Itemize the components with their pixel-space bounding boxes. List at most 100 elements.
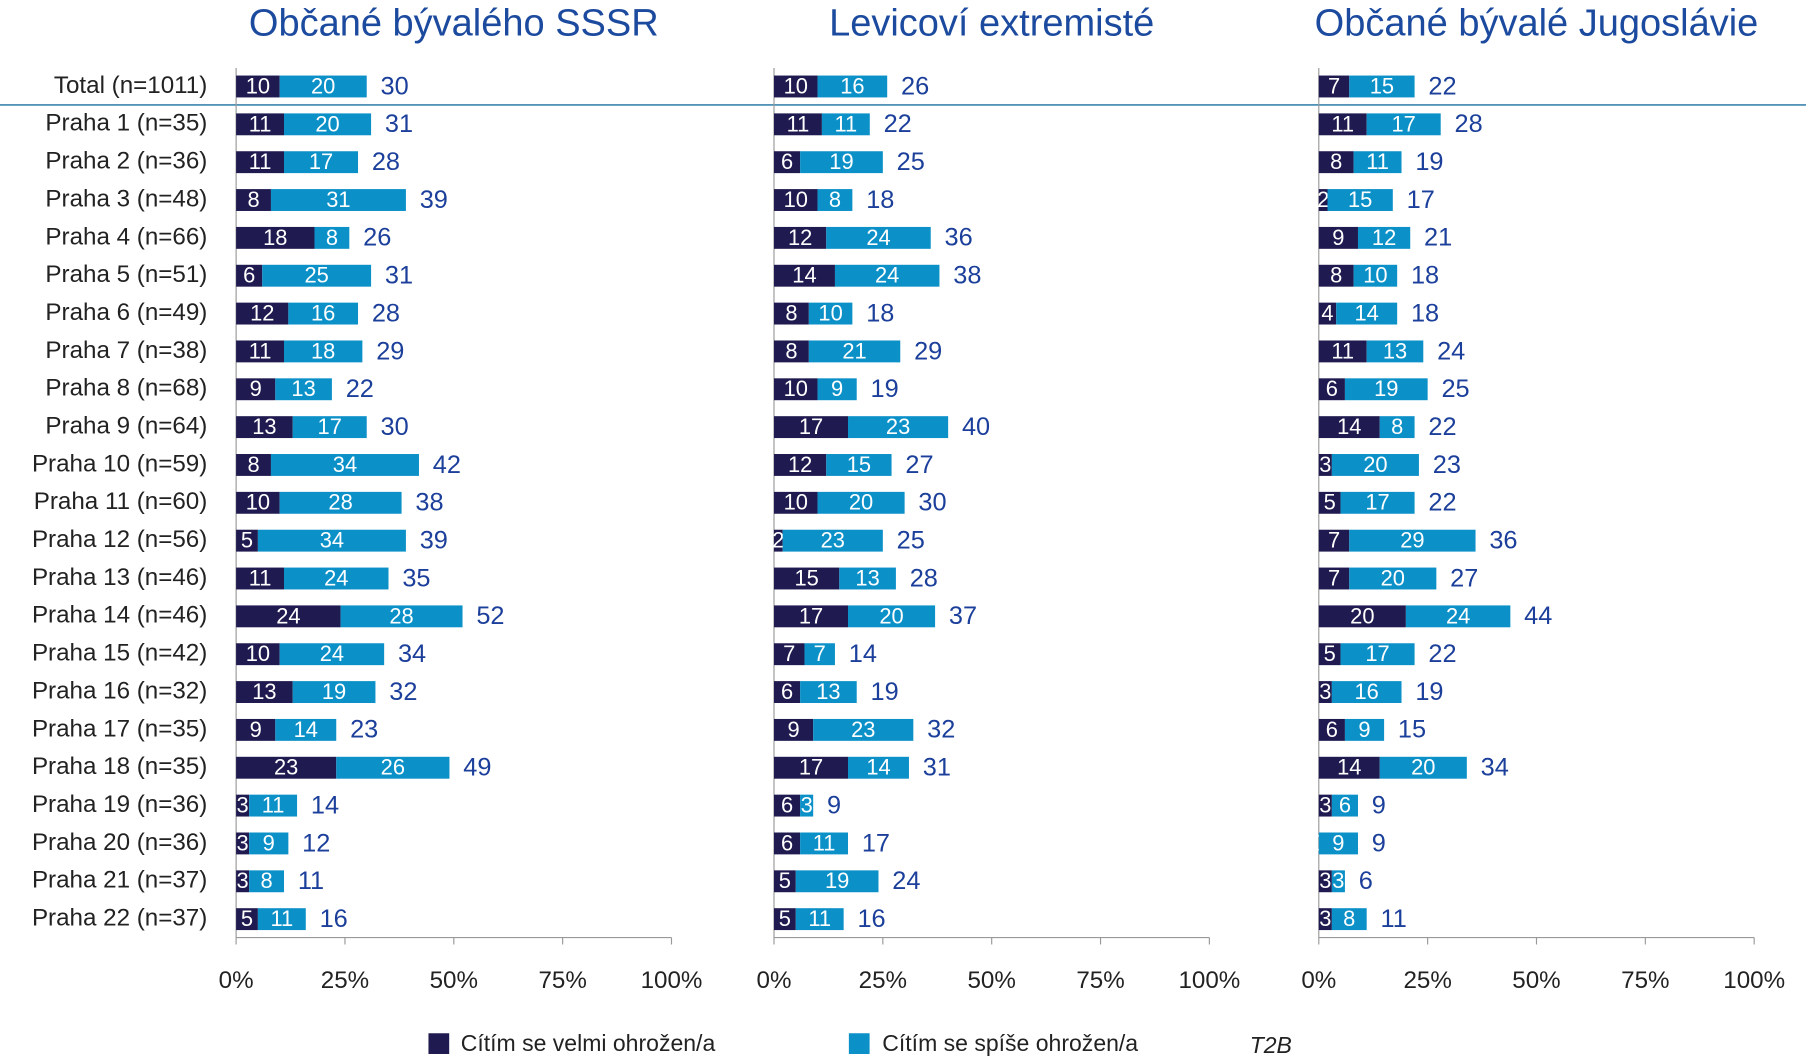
bar-label: 15 [1370,73,1394,98]
bar-segment [1349,529,1476,552]
bar-segment [795,908,844,931]
total-label: 14 [311,791,339,819]
category-label: Praha 21 (n=37) [32,867,207,894]
bar-label: 11 [787,111,810,136]
bar-label: 11 [249,149,272,174]
total-label: 17 [862,829,890,857]
bar-segment [1318,416,1380,439]
total-label: 28 [1455,110,1483,138]
bar-segment [1340,491,1415,514]
bar-label: 3 [1332,868,1344,893]
total-label: 40 [962,413,990,441]
bar-label: 12 [788,225,812,250]
bar-segment [236,756,337,779]
bar-label: 11 [249,338,272,363]
bar-segment [1340,643,1415,666]
total-label: 22 [1428,640,1456,668]
bar-label: 14 [1337,414,1361,439]
bar-label: 8 [1343,906,1355,931]
bar-segment [236,794,250,817]
total-label: 35 [402,564,430,592]
bar-label: 13 [252,414,276,439]
bar-label: 10 [1363,263,1387,288]
total-label: 38 [953,262,981,290]
bar-segment [774,832,801,855]
category-label: Praha 6 (n=49) [45,299,207,326]
bar-label: 19 [829,149,853,174]
bar-segment [292,681,376,703]
bar-label: 19 [1374,376,1398,401]
bar-segment [1327,189,1393,211]
bar-label: 20 [1350,603,1374,628]
bar-segment [774,151,801,174]
bar-segment [288,302,359,325]
bar-segment [236,454,271,476]
bar-segment [236,189,271,211]
bar-segment [1318,870,1332,893]
total-label: 26 [901,72,929,100]
category-label: Praha 19 (n=36) [32,791,207,818]
bar-segment [275,718,337,741]
bar-segment [236,643,280,666]
bar-segment [257,908,306,931]
bar-label: 20 [1363,452,1387,477]
bar-label: 18 [311,338,335,363]
bar-label: 8 [1330,263,1342,288]
category-label: Praha 2 (n=36) [45,148,207,175]
x-tick-label: 25% [321,967,369,994]
bar-segment [1379,416,1415,439]
total-label: 30 [381,72,409,100]
bar-segment [270,189,406,211]
total-label: 39 [420,186,448,214]
bar-label: 17 [799,603,823,628]
total-label: 19 [1415,678,1443,706]
bar-label: 3 [1319,868,1331,893]
total-label: 14 [849,640,877,668]
total-label: 34 [1481,754,1509,782]
bar-label: 23 [821,528,845,553]
bar-segment [1331,908,1367,931]
bar-segment [1318,226,1358,249]
total-label: 31 [385,110,413,138]
bar-label: 11 [262,793,285,818]
total-label: 6 [1359,867,1373,895]
bar-label: 9 [250,376,262,401]
bar-segment [279,643,385,666]
bar-segment [236,491,280,514]
total-label: 52 [476,602,504,630]
x-tick-label: 75% [538,967,586,994]
bar-label: 31 [326,187,350,212]
category-label: Praha 16 (n=32) [32,677,207,704]
x-tick-label: 100% [1178,967,1240,994]
bar-segment [262,264,372,287]
bar-label: 3 [1319,452,1331,477]
category-label: Praha 5 (n=51) [45,261,207,288]
bar-label: 24 [276,603,300,628]
total-label: 32 [927,716,955,744]
bar-segment [236,832,250,855]
bar-label: 8 [829,187,841,212]
bar-label: 3 [1319,906,1331,931]
total-label: 37 [949,602,977,630]
bar-label: 3 [237,830,249,855]
bar-label: 14 [294,717,318,742]
total-label: 28 [910,564,938,592]
bar-segment [834,264,940,287]
bar-label: 17 [799,755,823,780]
bar-label: 13 [291,376,315,401]
category-label: Praha 4 (n=66) [45,223,207,250]
bar-label: 2 [772,528,784,553]
bar-label: 15 [1348,187,1372,212]
bar-segment [1331,454,1419,476]
bar-label: 23 [851,717,875,742]
bar-segment [1318,302,1337,325]
bar-label: 8 [1391,414,1403,439]
bar-segment [774,605,849,628]
bar-label: 28 [389,603,413,628]
total-label: 19 [871,375,899,403]
bar-segment [774,756,849,779]
bar-label: 8 [1330,149,1342,174]
bar-label: 6 [243,263,255,288]
